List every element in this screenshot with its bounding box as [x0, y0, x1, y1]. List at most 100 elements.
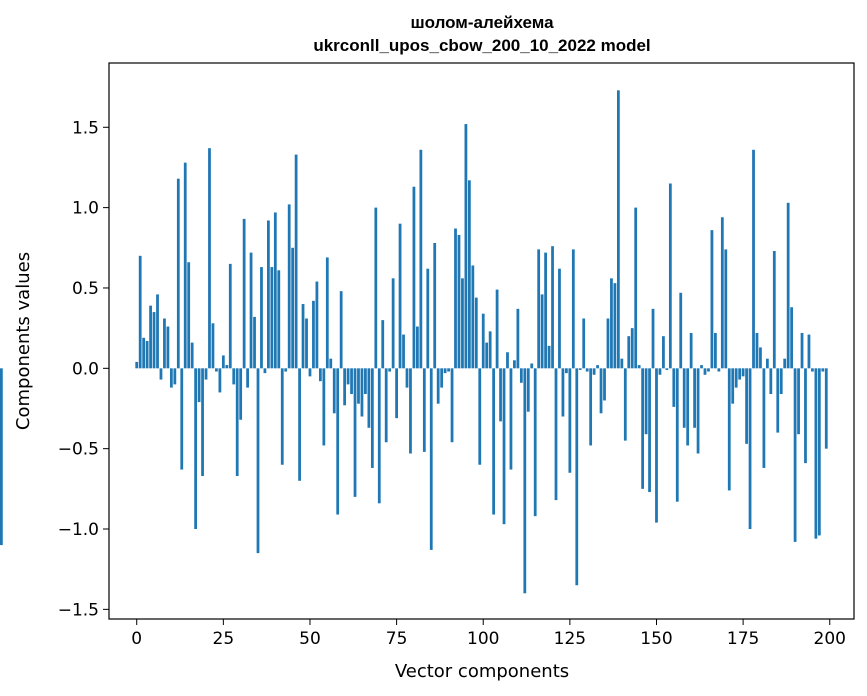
bar-2 [142, 337, 146, 369]
bar-96 [467, 180, 471, 369]
bar-99 [478, 368, 482, 465]
bar-199 [824, 368, 828, 449]
bars-group [0, 90, 828, 594]
bar-26 [225, 365, 229, 369]
bar-168 [717, 368, 721, 372]
bar-146 [641, 368, 645, 489]
bar-135 [603, 368, 606, 401]
bar-167 [714, 332, 717, 369]
bar-97 [471, 265, 475, 369]
bar-145 [637, 365, 641, 369]
bar-27 [228, 263, 232, 369]
bar-33 [249, 252, 253, 369]
bar-98 [474, 297, 478, 369]
bar-164 [703, 368, 707, 375]
bar-44 [287, 204, 291, 369]
bar-116 [537, 249, 541, 369]
bar-172 [731, 368, 735, 404]
bar-12 [176, 178, 180, 369]
chart-title: шолом-алейхема [410, 13, 554, 32]
bar-110 [516, 308, 520, 369]
bar-178 [752, 149, 755, 369]
bar-161 [693, 368, 696, 428]
bar-48 [301, 304, 305, 369]
bar-52 [315, 281, 319, 369]
bar-100 [481, 313, 485, 369]
bar-64 [357, 368, 360, 404]
bar-86 [433, 242, 437, 369]
bar-70 [377, 368, 381, 504]
bar-78 [405, 368, 409, 388]
bar-196 [814, 368, 818, 539]
bar-139 [616, 90, 620, 369]
bar-15 [187, 262, 191, 369]
bar-170 [724, 249, 728, 369]
bar-171 [727, 368, 731, 491]
bar-49 [305, 318, 308, 369]
bar-1 [138, 255, 142, 369]
bar-25 [221, 355, 225, 369]
bar-17 [194, 368, 198, 530]
bar-38 [267, 220, 270, 369]
bar-89 [443, 368, 447, 374]
bar-126 [571, 249, 575, 369]
bar-140 [620, 358, 624, 369]
bar-36 [260, 267, 263, 369]
bar-101 [485, 342, 489, 369]
bar-73 [388, 368, 392, 372]
x-tick-label: 125 [554, 629, 586, 649]
bar-104 [495, 289, 499, 369]
bar-187 [783, 358, 787, 369]
bar-129 [582, 318, 586, 369]
bar-122 [558, 268, 561, 369]
bar-16 [190, 342, 194, 369]
bar-185 [776, 368, 780, 433]
y-axis-label: Components values [13, 252, 34, 430]
bar-184 [772, 251, 776, 369]
bar-39 [270, 267, 274, 369]
bar-83 [422, 368, 426, 452]
bar-160 [689, 332, 693, 369]
bar-150 [655, 368, 658, 523]
bar-77 [402, 334, 405, 369]
bar-163 [700, 365, 703, 369]
bar-13 [180, 368, 184, 470]
bar-115 [533, 368, 537, 517]
bar-177 [748, 368, 752, 530]
bar-37 [263, 368, 267, 374]
bar-21 [208, 148, 211, 369]
bar-156 [675, 368, 679, 502]
bar-119 [547, 345, 551, 369]
bar-138 [613, 283, 617, 369]
bar-6 [156, 294, 159, 369]
bar-42 [280, 368, 284, 465]
bar-76 [398, 223, 402, 369]
bar-68 [370, 368, 374, 468]
bar-193 [804, 368, 807, 464]
bar-198 [821, 368, 825, 372]
bar-190 [793, 368, 797, 542]
x-tick-label: 200 [814, 629, 846, 649]
bar-57 [332, 368, 336, 414]
bar-92 [454, 228, 457, 369]
bar-40 [273, 212, 277, 369]
x-axis-label: Vector components [395, 661, 569, 682]
bar-24 [218, 368, 222, 393]
plot-frame [108, 62, 855, 620]
bar-11 [173, 368, 177, 385]
bar-130 [585, 368, 589, 372]
bar-149 [651, 308, 655, 369]
bar-117 [540, 294, 544, 369]
bar-188 [786, 202, 790, 369]
chart-subtitle: ukrconll_upos_cbow_200_10_2022 model [313, 36, 650, 55]
bar-61 [346, 368, 350, 385]
bar-118 [544, 252, 547, 369]
y-tick-label: 0.5 [72, 279, 99, 299]
bar-125 [568, 368, 572, 473]
bar-175 [741, 368, 745, 377]
x-tick-label: 175 [727, 629, 759, 649]
bar-20 [204, 368, 208, 380]
bar-59 [339, 291, 343, 369]
bar-31 [242, 218, 246, 369]
bar-169 [720, 217, 724, 369]
